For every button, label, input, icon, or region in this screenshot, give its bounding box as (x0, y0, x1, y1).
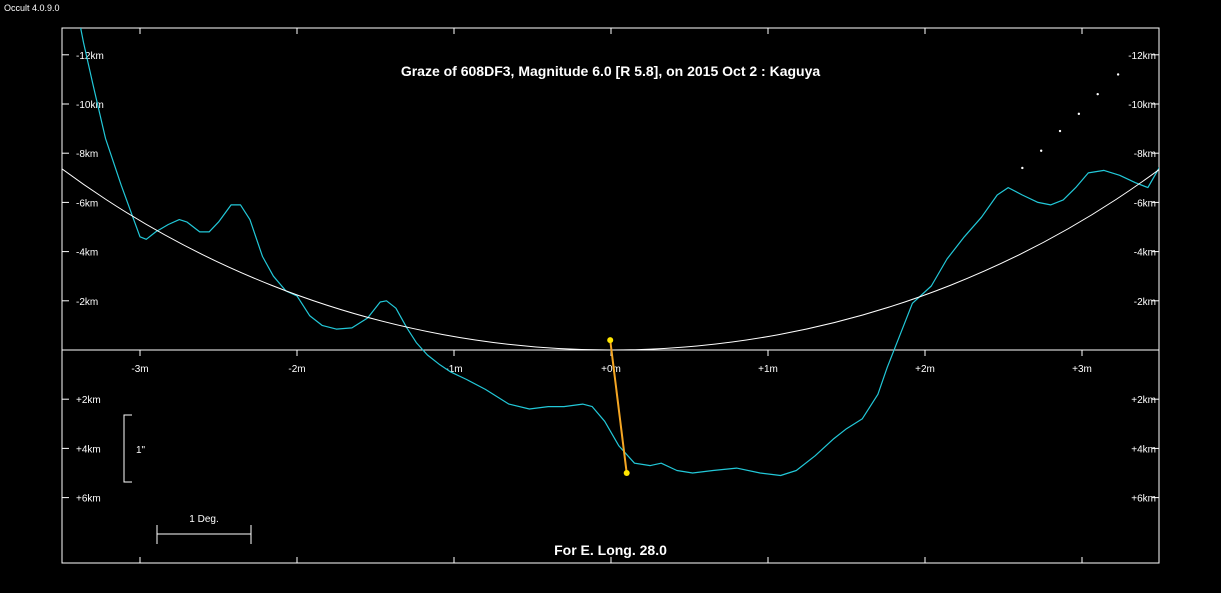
y-left-tick-label: -2km (76, 297, 98, 308)
x-tick-label: +3m (1072, 364, 1092, 375)
clipped-series (62, 28, 1159, 477)
arcsec-scale-bracket (123, 414, 132, 483)
limb-dot (1096, 92, 1099, 96)
y-left-tick-label: +6km (76, 494, 101, 505)
graze-path-start-point (607, 337, 614, 344)
y-right-tick-label: +4km (1131, 444, 1156, 455)
mean-limb-circle (62, 167, 1159, 351)
y-left-tick-label: -12km (76, 51, 104, 62)
scale-bars: 1" 1 Deg. (123, 414, 252, 544)
y-right-tick-label: -10km (1128, 100, 1156, 111)
y-right-tick-label: +2km (1131, 395, 1156, 406)
x-tick-label: +2m (915, 364, 935, 375)
y-right-tick-label: -12km (1128, 51, 1156, 62)
y-right-tick-label: -6km (1134, 198, 1156, 209)
x-tick-label: +1m (758, 364, 778, 375)
y-left-tick-label: -10km (76, 100, 104, 111)
x-tick-label: -1m (445, 364, 462, 375)
arcsec-scale-label: 1" (136, 445, 146, 456)
y-tick-labels: -12km -12km -10km -10km -8km -8km -6km -6km -4km… (76, 51, 1156, 505)
longitude-footer: For E. Long. 28.0 (554, 542, 667, 558)
axis-lines (62, 28, 1159, 563)
y-right-tick-label: -4km (1134, 248, 1156, 259)
x-tick-label: +0m (601, 364, 621, 375)
lunar-limb-profile (80, 28, 1159, 477)
x-tick-labels: -3m -2m -1m +0m +1m +2m +3m (131, 364, 1091, 375)
series-layer (62, 28, 1159, 477)
graze-path-end-point (623, 470, 630, 476)
limb-dot (1021, 166, 1024, 170)
x-tick-label: -3m (131, 364, 148, 375)
graze-path-line (609, 340, 628, 474)
app-version-label: Occult 4.0.9.0 (4, 3, 60, 13)
y-left-tick-label: -6km (76, 198, 98, 209)
y-right-tick-label: -8km (1134, 149, 1156, 160)
limb-dot (1058, 129, 1062, 133)
y-left-tick-label: -4km (76, 248, 98, 259)
degree-scale-label: 1 Deg. (189, 514, 218, 525)
y-left-tick-label: +4km (76, 444, 101, 455)
limb-dot (1039, 149, 1043, 152)
y-left-tick-label: -8km (76, 149, 98, 160)
x-tick-label: -2m (288, 364, 305, 375)
limb-dot (1116, 73, 1120, 76)
chart-title: Graze of 608DF3, Magnitude 6.0 [R 5.8], … (400, 63, 821, 79)
limb-dot (1077, 112, 1081, 116)
y-right-tick-label: +6km (1131, 494, 1156, 505)
y-left-tick-label: +2km (76, 395, 101, 406)
degree-scale-bar (156, 525, 252, 544)
plot-frame (61, 27, 1160, 564)
y-right-tick-label: -2km (1134, 297, 1156, 308)
